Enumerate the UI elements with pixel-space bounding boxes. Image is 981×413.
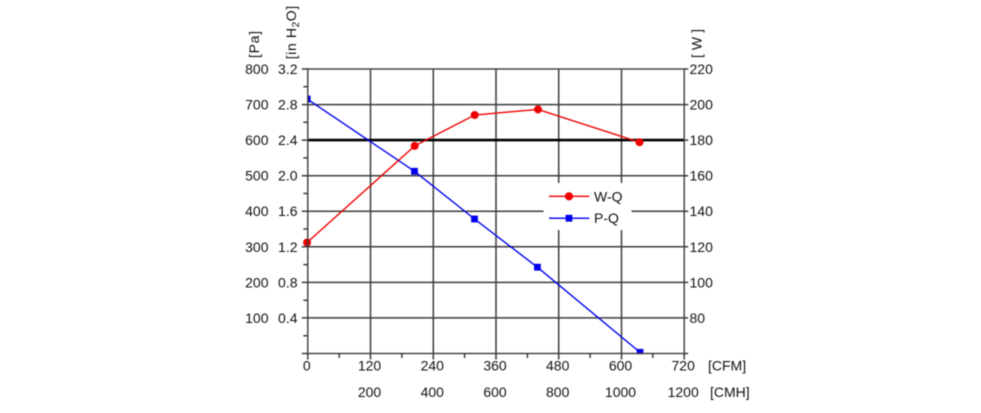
svg-text:800: 800	[245, 61, 269, 77]
svg-text:360: 360	[483, 358, 507, 374]
svg-text:200: 200	[245, 274, 269, 290]
svg-text:[CFM]: [CFM]	[708, 358, 746, 374]
svg-text:80: 80	[690, 310, 706, 326]
svg-text:[in H2O]: [in H2O]	[283, 5, 302, 59]
svg-text:2.4: 2.4	[278, 132, 298, 148]
svg-text:180: 180	[690, 132, 714, 148]
svg-text:720: 720	[672, 358, 696, 374]
svg-text:[W]: [W]	[689, 25, 705, 58]
svg-text:200: 200	[690, 97, 714, 113]
svg-text:2.0: 2.0	[278, 168, 298, 184]
svg-text:0.8: 0.8	[278, 274, 298, 290]
svg-text:800: 800	[546, 384, 570, 400]
svg-text:600: 600	[483, 384, 507, 400]
svg-text:700: 700	[245, 97, 269, 113]
svg-text:100: 100	[690, 274, 714, 290]
svg-text:3.2: 3.2	[278, 61, 298, 77]
svg-text:120: 120	[690, 239, 714, 255]
svg-text:120: 120	[358, 358, 382, 374]
svg-text:240: 240	[421, 358, 445, 374]
svg-text:400: 400	[421, 384, 445, 400]
svg-text:W-Q: W-Q	[594, 188, 623, 204]
svg-text:1.2: 1.2	[278, 239, 298, 255]
svg-text:200: 200	[358, 384, 382, 400]
svg-text:400: 400	[245, 203, 269, 219]
svg-text:140: 140	[690, 203, 714, 219]
svg-text:100: 100	[245, 310, 269, 326]
svg-text:220: 220	[690, 61, 714, 77]
svg-text:300: 300	[245, 239, 269, 255]
svg-text:480: 480	[546, 358, 570, 374]
svg-text:2.8: 2.8	[278, 97, 298, 113]
svg-text:0.4: 0.4	[278, 310, 298, 326]
svg-text:600: 600	[245, 132, 269, 148]
svg-text:[Pa]: [Pa]	[246, 30, 262, 58]
svg-text:1.6: 1.6	[278, 203, 298, 219]
svg-text:600: 600	[609, 358, 633, 374]
svg-text:500: 500	[245, 168, 269, 184]
svg-text:1200: 1200	[668, 384, 699, 400]
svg-text:160: 160	[690, 168, 714, 184]
svg-text:0: 0	[303, 358, 311, 374]
svg-text:P-Q: P-Q	[594, 210, 619, 226]
svg-text:[CMH]: [CMH]	[710, 384, 750, 400]
svg-text:1000: 1000	[605, 384, 636, 400]
